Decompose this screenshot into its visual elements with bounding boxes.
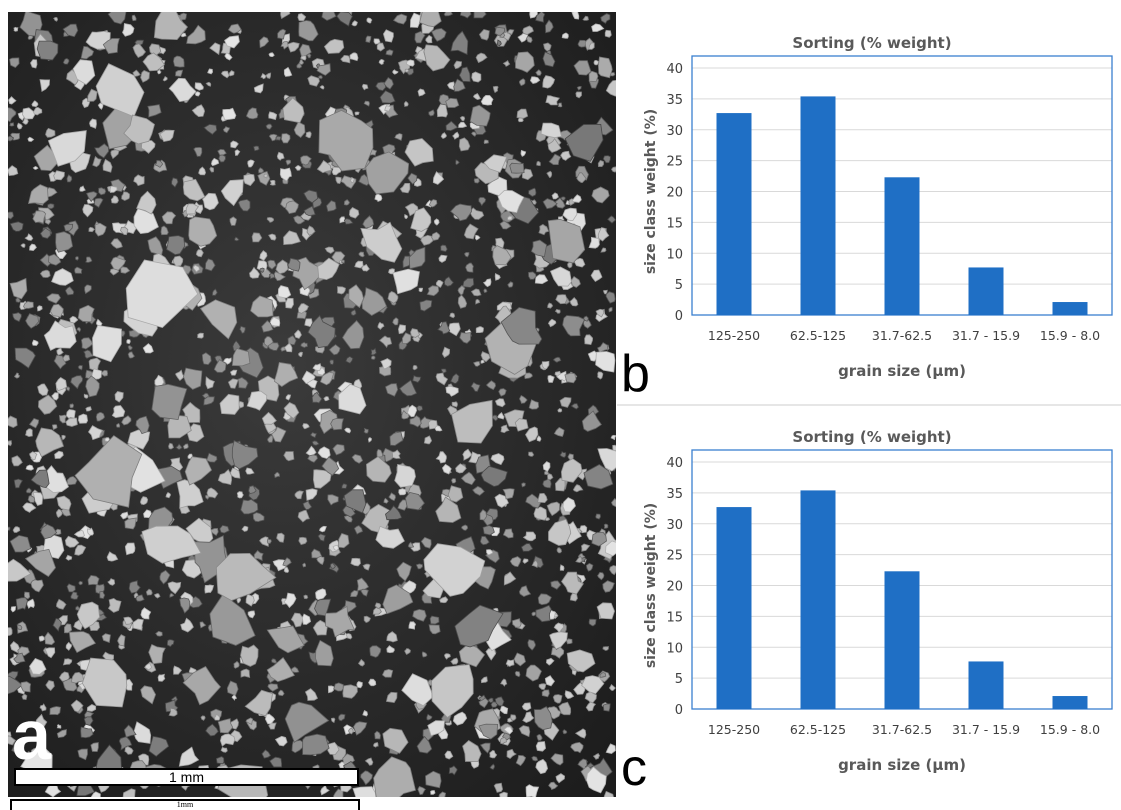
y-tick-label: 0 [675, 309, 683, 324]
x-tick-label: 31.7 - 15.9 [952, 328, 1020, 343]
y-tick-label: 0 [675, 703, 683, 718]
scale-bar-secondary-label: 1mm [177, 800, 193, 809]
bar-125-250 [717, 507, 752, 709]
panel-label-b: b [621, 348, 650, 400]
y-tick-label: 5 [675, 278, 683, 293]
bar-31-7-62-5 [885, 571, 920, 709]
chart-title: Sorting (% weight) [792, 34, 951, 52]
x-tick-label: 31.7-62.5 [872, 722, 932, 737]
sorting-bar-chart-b: Sorting (% weight) 0 5 10 15 20 25 30 35 40 125-25… [617, 12, 1121, 404]
x-tick-label: 125-250 [708, 722, 760, 737]
y-tick-label: 35 [666, 487, 683, 502]
y-tick-label: 5 [675, 672, 683, 687]
y-tick-label: 20 [666, 186, 683, 201]
bar-62-5-125 [801, 96, 836, 315]
y-tick-label: 25 [666, 155, 683, 170]
y-axis-label: size class weight (%) [643, 503, 659, 668]
sem-micrograph [8, 12, 616, 797]
panel-label-a: a [12, 700, 51, 770]
scale-bar-label: 1 mm [169, 769, 204, 785]
bar-31-7-15-9 [969, 661, 1004, 709]
y-tick-label: 40 [666, 456, 683, 471]
y-tick-label: 20 [666, 580, 683, 595]
x-tick-label: 125-250 [708, 328, 760, 343]
y-axis-label: size class weight (%) [643, 109, 659, 274]
x-tick-label: 15.9 - 8.0 [1040, 328, 1100, 343]
y-tick-label: 30 [666, 518, 683, 533]
y-tick-label: 10 [666, 247, 683, 262]
y-tick-label: 15 [666, 610, 683, 625]
bar-31-7-15-9 [969, 267, 1004, 315]
chart-panel-c: Sorting (% weight) 0 5 10 15 20 25 30 35 40 125-25… [617, 406, 1121, 798]
x-tick-label: 62.5-125 [790, 722, 846, 737]
y-tick-label: 30 [666, 124, 683, 139]
scale-bar: 1 mm [14, 768, 359, 786]
scale-bar-secondary: 1mm [10, 799, 360, 810]
grain-particles-image [8, 12, 616, 797]
panel-label-c: c [621, 742, 647, 794]
sorting-bar-chart-c: Sorting (% weight) 0 5 10 15 20 25 30 35 40 125-25… [617, 406, 1121, 798]
y-tick-label: 40 [666, 62, 683, 77]
chart-title: Sorting (% weight) [792, 428, 951, 446]
y-tick-label: 10 [666, 641, 683, 656]
x-tick-label: 62.5-125 [790, 328, 846, 343]
x-tick-label: 31.7 - 15.9 [952, 722, 1020, 737]
x-axis-label: grain size (µm) [838, 362, 966, 380]
x-axis-label: grain size (µm) [838, 756, 966, 774]
bar-62-5-125 [801, 490, 836, 709]
y-tick-label: 25 [666, 549, 683, 564]
chart-panel-b: Sorting (% weight) 0 5 10 15 20 25 30 35 40 125-25… [617, 12, 1121, 406]
bar-15-9-8-0 [1053, 302, 1088, 315]
bar-125-250 [717, 113, 752, 315]
bar-31-7-62-5 [885, 177, 920, 315]
x-tick-label: 15.9 - 8.0 [1040, 722, 1100, 737]
y-tick-label: 35 [666, 93, 683, 108]
bar-15-9-8-0 [1053, 696, 1088, 709]
y-tick-label: 15 [666, 216, 683, 231]
x-tick-label: 31.7-62.5 [872, 328, 932, 343]
